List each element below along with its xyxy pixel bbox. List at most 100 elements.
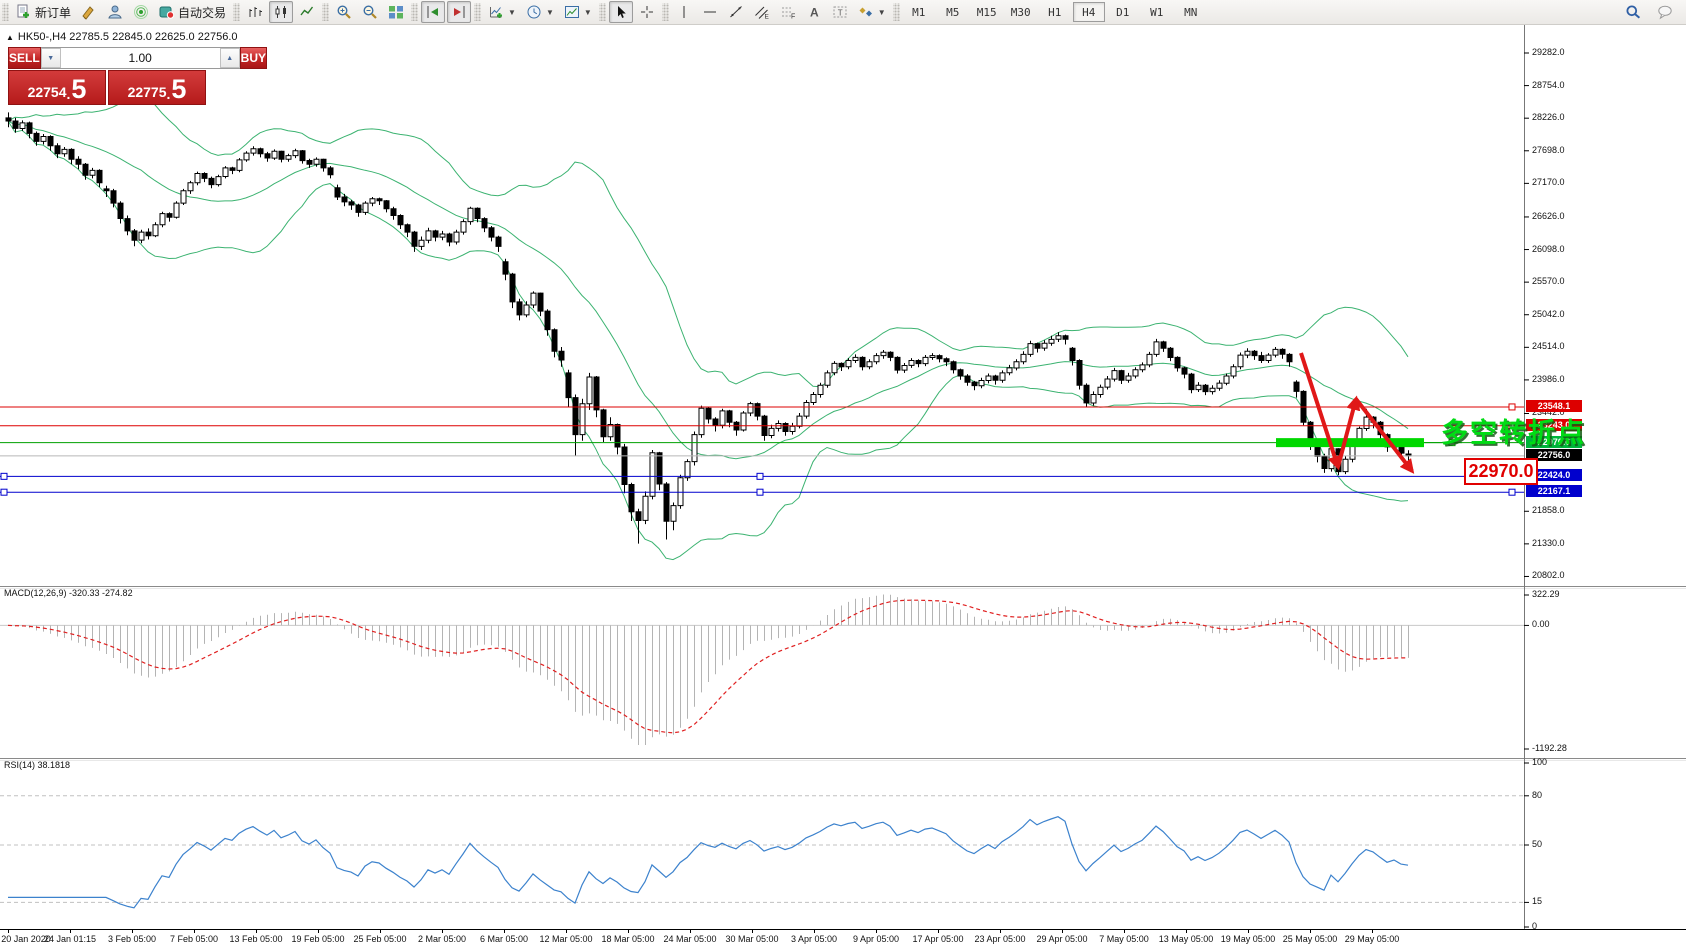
arrows-tool-button[interactable]: ▼: [854, 1, 890, 23]
volume-input[interactable]: [60, 48, 220, 68]
timeframe-h4-button[interactable]: H4: [1072, 2, 1105, 22]
trendline-tool-button[interactable]: [724, 1, 748, 23]
chart-canvas[interactable]: [0, 25, 1686, 946]
chevron-down-icon[interactable]: ▼: [583, 7, 592, 17]
toolbar-grip[interactable]: [411, 3, 419, 21]
styles-brush-button[interactable]: [77, 1, 101, 23]
equidistant-channel-tool-button[interactable]: E: [750, 1, 774, 23]
timeframe-m30-button[interactable]: M30: [1010, 5, 1031, 19]
time-label: 30 Mar 05:00: [725, 934, 779, 944]
chart-window[interactable]: ▲ HK50-,H4 22785.5 22845.0 22625.0 22756.…: [0, 24, 1686, 946]
bar-chart-mode-button[interactable]: [243, 1, 267, 23]
sell-button[interactable]: SELL: [8, 47, 41, 69]
macd-axis-label: 0.00: [1532, 619, 1550, 630]
tile-windows-button[interactable]: [384, 1, 408, 23]
trend-arrow-segment-1[interactable]: [1336, 395, 1361, 468]
toolbar-grip[interactable]: [322, 3, 330, 21]
time-tick: [1000, 930, 1001, 933]
zoom-in-button[interactable]: [332, 1, 356, 23]
trend-arrow-segment-0[interactable]: [1299, 352, 1342, 471]
rsi-label: RSI(14) 38.1818: [4, 760, 71, 770]
sell-price[interactable]: 22754. 5: [8, 70, 106, 105]
bull-candles[interactable]: [19, 122, 1398, 522]
templates-button[interactable]: ▼: [560, 1, 596, 23]
toolbar-grip[interactable]: [233, 3, 241, 21]
time-axis[interactable]: 20 Jan 2020 24 Jan 01:15 3 Feb 05:00 7 Feb …: [0, 929, 1686, 946]
timeframe-w1-button[interactable]: W1: [1150, 5, 1164, 19]
zoom-out-button[interactable]: [358, 1, 382, 23]
buy-price[interactable]: 22775. 5: [108, 70, 206, 105]
text-label-tool-button[interactable]: T: [828, 1, 852, 23]
timeframe-m15-button[interactable]: M15: [976, 5, 997, 19]
highlight-band[interactable]: [1276, 438, 1424, 448]
chevron-down-icon[interactable]: ▼: [545, 7, 554, 17]
timeframe-m5-button[interactable]: M5: [946, 5, 960, 19]
line-handle[interactable]: [0, 472, 8, 480]
vertical-line-tool-button[interactable]: [672, 1, 696, 23]
timeframe-m1-button[interactable]: M1: [912, 5, 926, 19]
line-handle[interactable]: [1508, 488, 1516, 496]
current-price-badge: 22756.0: [1526, 448, 1582, 461]
time-label: 7 Feb 05:00: [169, 934, 219, 944]
buy-button[interactable]: BUY: [239, 47, 268, 69]
price-callout-box[interactable]: 22970.0: [1464, 458, 1538, 485]
toolbar-grip[interactable]: [661, 3, 669, 21]
cursor-tool-button[interactable]: [608, 1, 633, 23]
toolbar-group-2: [331, 0, 409, 24]
line-handle[interactable]: [1508, 403, 1516, 411]
candlestick-mode-button[interactable]: [269, 1, 294, 23]
timeframe-mn-button[interactable]: MN: [1184, 5, 1198, 19]
volume-down-icon[interactable]: ▼: [40, 48, 61, 68]
timeframe-d1-button[interactable]: D1: [1116, 5, 1130, 19]
time-tick: [938, 930, 939, 933]
bear-candles[interactable]: [5, 117, 1412, 522]
price-tick-label: 26626.0: [1532, 210, 1565, 221]
time-tick: [380, 930, 381, 933]
fibonacci-tool-button[interactable]: F: [776, 1, 800, 23]
periods-button[interactable]: ▼: [522, 1, 558, 23]
indicators-list-button[interactable]: ▼: [484, 1, 520, 23]
signals-button[interactable]: [129, 1, 153, 23]
chart-shift-button[interactable]: [447, 1, 472, 23]
time-tick: [1186, 930, 1187, 933]
timeframe-h1-button[interactable]: H1: [1048, 5, 1062, 19]
chat-button[interactable]: [1653, 1, 1677, 23]
auto-scroll-button[interactable]: [421, 1, 446, 23]
time-tick: [566, 930, 567, 933]
line-handle[interactable]: [756, 472, 764, 480]
time-label: 19 May 05:00: [1220, 934, 1276, 944]
time-tick: [318, 930, 319, 933]
toolbar-grip[interactable]: [892, 3, 900, 21]
macd-histogram: [15, 594, 1409, 745]
annotation-text-cn[interactable]: 多空转折点: [1441, 418, 1586, 448]
time-label: 3 Apr 05:00: [790, 934, 838, 944]
search-button[interactable]: [1621, 1, 1645, 23]
profile-button[interactable]: [103, 1, 127, 23]
toolbar-grip[interactable]: [474, 3, 482, 21]
horizontal-line-tool-button[interactable]: [698, 1, 722, 23]
toolbar-grip[interactable]: [598, 3, 606, 21]
auto-trading-button[interactable]: 自动交易: [155, 1, 230, 23]
line-chart-mode-button[interactable]: [295, 1, 319, 23]
volume-up-icon[interactable]: ▲: [219, 48, 240, 68]
price-tick-label: 27698.0: [1532, 144, 1565, 155]
rsi-axis-label: 100: [1532, 757, 1548, 767]
text-tool-button[interactable]: A: [802, 1, 826, 23]
toolbar-grip[interactable]: [2, 3, 9, 21]
shift-icon: [454, 6, 465, 18]
collapse-icon[interactable]: ▲: [6, 33, 14, 42]
chevron-down-icon[interactable]: ▼: [877, 7, 886, 17]
crosshair-tool-button[interactable]: [635, 1, 659, 23]
rsi-line: [8, 816, 1409, 909]
time-tick: [814, 930, 815, 933]
line-handle[interactable]: [1508, 422, 1516, 430]
time-tick: [1062, 930, 1063, 933]
line-handle[interactable]: [756, 488, 764, 496]
price-badge-22424.0: 22424.0: [1526, 469, 1582, 482]
line-handle[interactable]: [0, 488, 8, 496]
new-order-button[interactable]: 新订单: [12, 1, 75, 23]
search-icon: [1626, 5, 1641, 19]
time-tick: [70, 930, 71, 933]
trend-arrow-segment-2[interactable]: [1354, 397, 1415, 474]
chevron-down-icon[interactable]: ▼: [508, 7, 516, 17]
